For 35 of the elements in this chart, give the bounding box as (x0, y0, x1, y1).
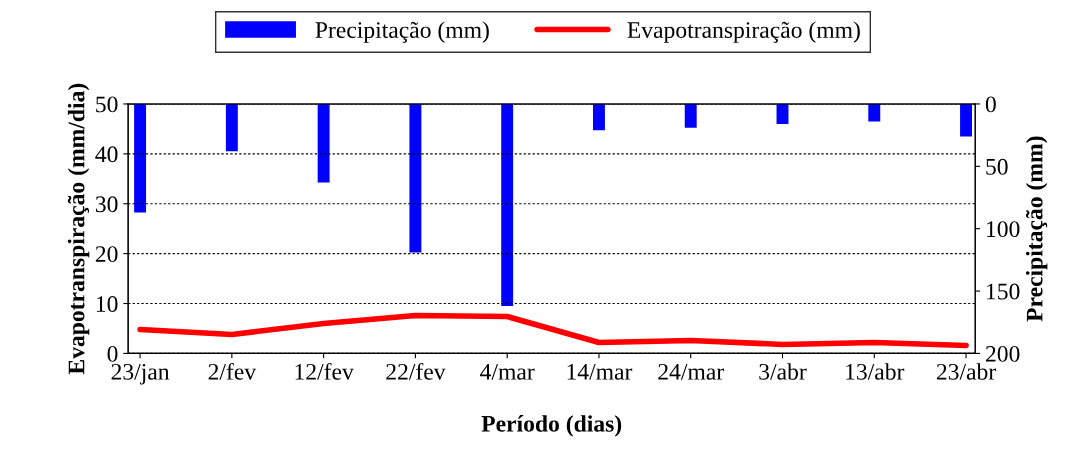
legend-label: Precipitação (mm) (315, 21, 489, 43)
bar (684, 103, 697, 128)
y-tick-label: 50 (96, 96, 118, 113)
y2-axis-title: Precipitação (mm) (1025, 136, 1048, 322)
bar (868, 103, 881, 122)
bar (960, 103, 973, 137)
x-tick-label: 14/mar (567, 363, 633, 380)
x-tick-label: 13/abr (846, 363, 905, 380)
y-axis-title: Evapotranspiração (mm/dia) (67, 83, 90, 375)
bar (317, 103, 330, 183)
bar (225, 103, 238, 152)
y-tick-label: 0 (107, 345, 118, 362)
x-tick-label: 12/fev (295, 362, 354, 380)
x-tick-label: 24/mar (658, 363, 724, 380)
y-tick-label: 20 (95, 246, 118, 263)
legend-label: Evapotranspiração (mm) (627, 21, 860, 43)
bar (409, 103, 422, 253)
x-tick-label: 3/abr (759, 363, 807, 380)
bar (501, 103, 514, 307)
y2-tick-label: 50 (986, 158, 1008, 175)
bar (134, 103, 147, 213)
x-tick-label: 4/mar (480, 363, 535, 380)
x-tick-label: 2/fev (208, 362, 257, 380)
y-tick-label: 30 (95, 196, 118, 213)
x-tick-label: 23/abr (936, 363, 996, 380)
y2-tick-label: 100 (987, 221, 1020, 238)
x-tick-label: 22/fev (386, 362, 446, 380)
y-tick-label: 10 (96, 296, 118, 312)
x-tick-label: 23/jan (111, 363, 170, 385)
y2-tick-label: 150 (987, 283, 1020, 300)
bar (592, 103, 605, 131)
y2-tick-label: 0 (985, 96, 996, 113)
x-axis-title: Período (dias) (481, 415, 622, 437)
y2-tick-label: 200 (985, 345, 1020, 362)
y-tick-label: 40 (95, 146, 118, 163)
